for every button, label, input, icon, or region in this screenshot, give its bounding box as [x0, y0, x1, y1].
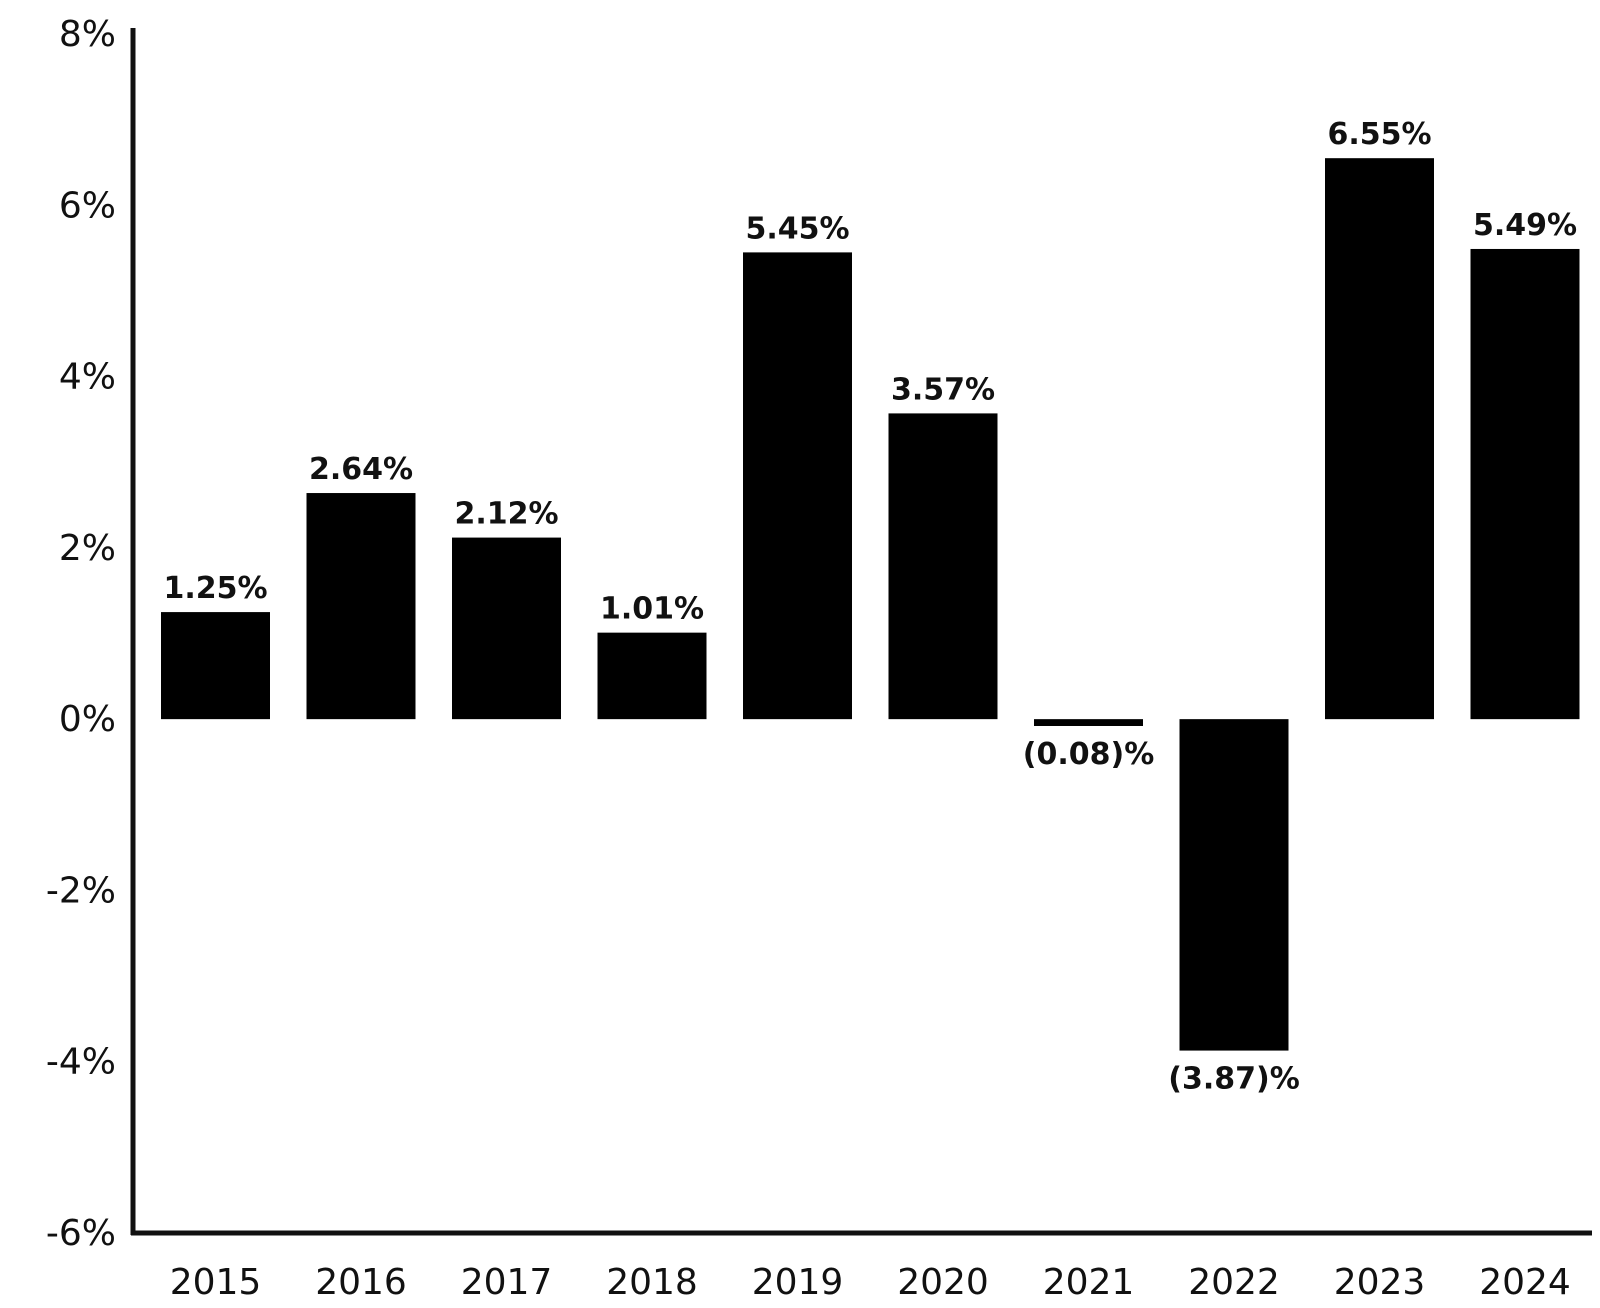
x-tick-label-2019: 2019 — [752, 1262, 844, 1303]
bar-2023 — [1325, 158, 1434, 720]
x-tick-label-2016: 2016 — [315, 1262, 407, 1303]
data-label-2024: 5.49% — [1473, 208, 1577, 243]
x-tick-label-2018: 2018 — [606, 1262, 698, 1303]
bar-2020 — [888, 413, 998, 720]
x-tick-label-2015: 2015 — [170, 1262, 262, 1303]
x-tick-label-2022: 2022 — [1188, 1262, 1280, 1303]
x-tick-label-2020: 2020 — [897, 1262, 989, 1303]
x-axis-category-labels: 2015 2016 2017 2018 2019 2020 2021 2022 2023 2024 — [170, 1262, 1571, 1303]
y-tick-label: 2% — [59, 528, 116, 569]
data-label-2021: (0.08)% — [1023, 737, 1155, 772]
bar-2017 — [452, 537, 561, 720]
bar-2019 — [743, 252, 852, 720]
data-label-2018: 1.01% — [600, 592, 704, 627]
bar-2015 — [161, 612, 270, 720]
data-label-2022: (3.87)% — [1168, 1062, 1300, 1097]
x-tick-label-2021: 2021 — [1043, 1262, 1135, 1303]
data-label-2023: 6.55% — [1327, 117, 1431, 152]
data-label-2017: 2.12% — [454, 497, 558, 532]
x-tick-label-2024: 2024 — [1479, 1262, 1571, 1303]
bar-2018 — [597, 632, 707, 720]
y-axis-tick-labels: -6% -4% -2% 0% 2% 4% 6% 8% — [46, 14, 116, 1254]
bar-2024 — [1470, 248, 1580, 720]
data-label-2020: 3.57% — [891, 372, 995, 407]
y-tick-label: -4% — [46, 1042, 116, 1083]
y-tick-label: 6% — [59, 185, 116, 226]
y-tick-label: 4% — [59, 357, 116, 398]
x-tick-label-2017: 2017 — [461, 1262, 553, 1303]
x-tick-label-2023: 2023 — [1334, 1262, 1426, 1303]
axes — [130, 28, 1592, 1236]
y-tick-label: -2% — [46, 870, 116, 911]
data-label-2015: 1.25% — [163, 571, 267, 606]
data-label-2019: 5.45% — [745, 211, 849, 246]
bars — [161, 158, 1580, 1051]
bar-2022 — [1179, 719, 1289, 1051]
y-tick-label: 8% — [59, 14, 116, 55]
y-tick-label: 0% — [59, 699, 116, 740]
data-labels: 1.25% 2.64% 2.12% 1.01% 5.45% 3.57% (0.08)% (3.… — [163, 117, 1577, 1096]
bar-2021 — [1034, 719, 1143, 726]
y-tick-label: -6% — [46, 1213, 116, 1254]
data-label-2016: 2.64% — [309, 452, 413, 487]
bar-2016 — [306, 493, 416, 720]
